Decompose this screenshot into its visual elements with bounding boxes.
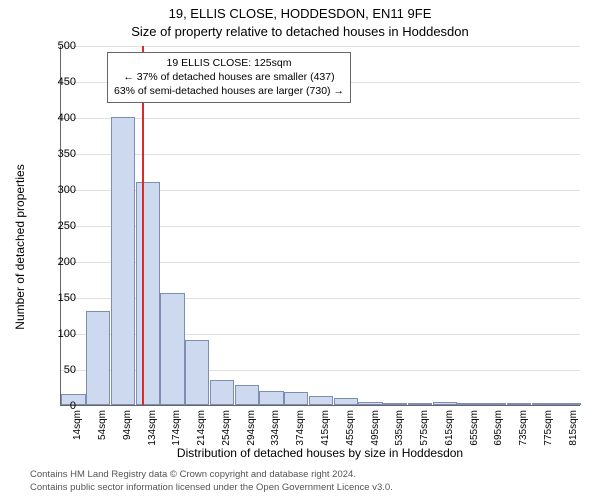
y-tick-label: 400 bbox=[40, 112, 76, 124]
x-tick-label: 815sqm bbox=[568, 410, 579, 460]
callout-box: 19 ELLIS CLOSE: 125sqm ← 37% of detached… bbox=[107, 52, 351, 103]
x-tick-label: 535sqm bbox=[394, 410, 405, 460]
histogram-bar bbox=[507, 403, 531, 405]
histogram-bar bbox=[433, 402, 457, 405]
histogram-bar bbox=[284, 392, 308, 405]
chart-container: 19, ELLIS CLOSE, HODDESDON, EN11 9FE Siz… bbox=[0, 0, 600, 500]
footer-line1: Contains HM Land Registry data © Crown c… bbox=[30, 469, 393, 481]
x-tick-label: 735sqm bbox=[518, 410, 529, 460]
x-tick-label: 374sqm bbox=[295, 410, 306, 460]
y-tick-label: 500 bbox=[40, 40, 76, 52]
gridline bbox=[61, 154, 580, 155]
histogram-bar bbox=[457, 403, 481, 405]
histogram-bar bbox=[358, 402, 382, 405]
callout-line1: 19 ELLIS CLOSE: 125sqm bbox=[114, 56, 344, 70]
histogram-bar bbox=[111, 117, 135, 405]
histogram-bar bbox=[383, 403, 407, 405]
histogram-bar bbox=[482, 403, 506, 405]
histogram-bar bbox=[160, 293, 184, 405]
histogram-bar bbox=[408, 403, 432, 405]
histogram-bar bbox=[136, 182, 160, 405]
histogram-bar bbox=[309, 396, 333, 405]
histogram-bar bbox=[259, 391, 283, 405]
gridline bbox=[61, 46, 580, 47]
x-tick-label: 455sqm bbox=[345, 410, 356, 460]
footer-line2: Contains public sector information licen… bbox=[30, 482, 393, 494]
x-tick-label: 575sqm bbox=[419, 410, 430, 460]
gridline bbox=[61, 118, 580, 119]
callout-line3: 63% of semi-detached houses are larger (… bbox=[114, 84, 344, 98]
x-tick-label: 94sqm bbox=[122, 410, 133, 460]
histogram-bar bbox=[334, 398, 358, 405]
y-tick-label: 200 bbox=[40, 256, 76, 268]
y-tick-label: 150 bbox=[40, 292, 76, 304]
y-tick-label: 0 bbox=[40, 400, 76, 412]
x-tick-label: 174sqm bbox=[171, 410, 182, 460]
histogram-bar bbox=[556, 403, 580, 405]
y-tick-label: 450 bbox=[40, 76, 76, 88]
footer-text: Contains HM Land Registry data © Crown c… bbox=[30, 469, 393, 494]
x-tick-label: 655sqm bbox=[469, 410, 480, 460]
y-tick-label: 250 bbox=[40, 220, 76, 232]
histogram-bar bbox=[185, 340, 209, 405]
y-tick-label: 100 bbox=[40, 328, 76, 340]
chart-title-line2: Size of property relative to detached ho… bbox=[0, 24, 600, 39]
x-tick-label: 775sqm bbox=[543, 410, 554, 460]
x-tick-label: 214sqm bbox=[196, 410, 207, 460]
histogram-bar bbox=[210, 380, 234, 405]
x-tick-label: 134sqm bbox=[147, 410, 158, 460]
histogram-bar bbox=[235, 385, 259, 405]
x-tick-label: 14sqm bbox=[72, 410, 83, 460]
x-tick-label: 254sqm bbox=[221, 410, 232, 460]
callout-line2: ← 37% of detached houses are smaller (43… bbox=[114, 70, 344, 84]
y-tick-label: 50 bbox=[40, 364, 76, 376]
x-tick-label: 695sqm bbox=[493, 410, 504, 460]
x-tick-label: 615sqm bbox=[444, 410, 455, 460]
histogram-bar bbox=[532, 403, 556, 405]
y-axis-label: Number of detached properties bbox=[13, 137, 27, 357]
x-tick-label: 495sqm bbox=[370, 410, 381, 460]
x-tick-label: 415sqm bbox=[320, 410, 331, 460]
chart-title-line1: 19, ELLIS CLOSE, HODDESDON, EN11 9FE bbox=[0, 6, 600, 21]
x-tick-label: 294sqm bbox=[246, 410, 257, 460]
y-tick-label: 350 bbox=[40, 148, 76, 160]
x-tick-label: 334sqm bbox=[270, 410, 281, 460]
plot-area: 19 ELLIS CLOSE: 125sqm ← 37% of detached… bbox=[60, 46, 580, 406]
x-tick-label: 54sqm bbox=[97, 410, 108, 460]
y-tick-label: 300 bbox=[40, 184, 76, 196]
histogram-bar bbox=[86, 311, 110, 405]
